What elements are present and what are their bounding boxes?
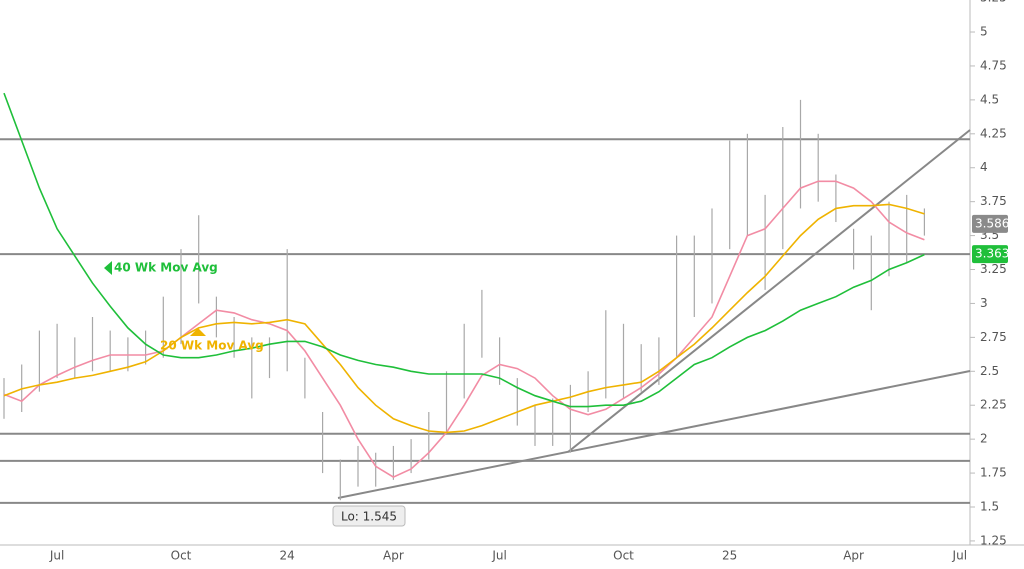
y-tick-label: 3.75 — [980, 194, 1007, 208]
ma-line — [3, 203, 925, 434]
y-tick-label: 2.5 — [980, 364, 999, 378]
y-tick-label: 1.5 — [980, 500, 999, 514]
annotation-text: Lo: 1.545 — [341, 510, 397, 524]
y-tick-label: 3.25 — [980, 262, 1007, 276]
y-tick-label: 2.75 — [980, 330, 1007, 344]
series-label: 20 Wk Mov Avg — [160, 339, 264, 353]
x-tick-label: Oct — [613, 549, 634, 563]
x-tick-label: Jul — [491, 549, 506, 563]
x-tick-label: Jul — [49, 549, 64, 563]
trend-line — [567, 129, 971, 453]
price-tag — [972, 214, 1008, 233]
x-tick-label: Apr — [383, 549, 404, 563]
x-tick-label: Apr — [843, 549, 864, 563]
price-tag — [972, 245, 1008, 264]
low-annotation: Lo: 1.545 — [332, 505, 406, 527]
y-tick-label: 1.25 — [980, 533, 1007, 547]
y-tick-label: 3 — [980, 296, 988, 310]
y-tick-label: 1.75 — [980, 466, 1007, 480]
x-tick-label: 24 — [280, 549, 295, 563]
ma-line — [3, 92, 925, 408]
x-tick-label: Oct — [171, 549, 192, 563]
annotation-box — [332, 505, 406, 527]
y-tick-label: 4.5 — [980, 92, 999, 106]
price-tag-label: 3.586 — [975, 216, 1009, 230]
x-tick-label: 25 — [722, 549, 737, 563]
series-label: 40 Wk Mov Avg — [114, 261, 218, 275]
y-tick-label: 5 — [980, 25, 988, 39]
annotation-arrow — [190, 328, 206, 336]
y-tick-label: 2.25 — [980, 398, 1007, 412]
annotation-arrow — [104, 261, 112, 275]
y-tick-label: 4 — [980, 160, 988, 174]
x-tick-label: Jul — [952, 549, 967, 563]
price-tag-label: 3.363 — [975, 247, 1009, 261]
y-tick-label: 4.75 — [980, 58, 1007, 72]
y-tick-label: 2 — [980, 432, 988, 446]
y-tick-label: 4.25 — [980, 126, 1007, 140]
y-tick-label: 5.25 — [980, 0, 1007, 5]
